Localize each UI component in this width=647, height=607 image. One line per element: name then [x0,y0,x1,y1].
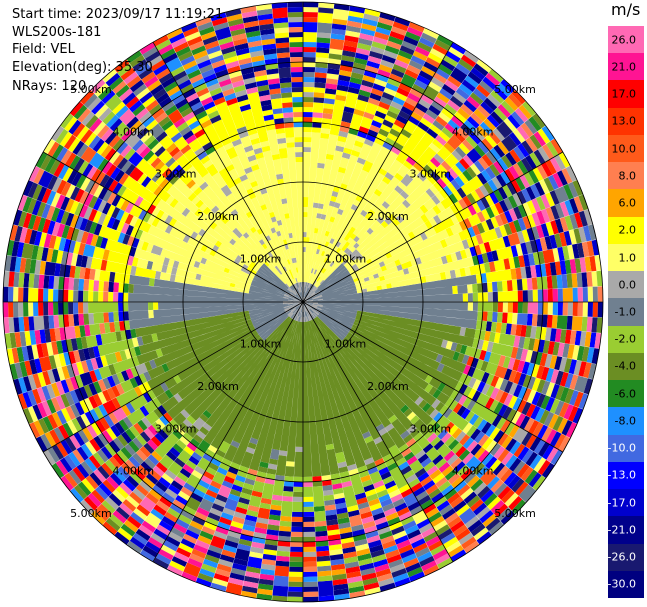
colorbar-tick-label: 26.0 [611,33,637,47]
azimuth-line [302,41,454,303]
gate-group [14,7,598,597]
colorbar-tick-label: 8.0 [618,169,637,183]
ppi-plot: 1.00km 1.00km 1.00km 1.00km 2.00km 2.00km 2.00… [2,1,604,603]
colorbar-segment [608,352,644,381]
ring-label: 1.00km [325,253,367,266]
colorbar-unit: m/s [611,0,641,19]
colorbar-segment [608,570,644,599]
colorbar-tick-label: 6.0 [618,196,637,210]
ring-label: 4.00km [452,125,494,138]
gate-group [4,8,599,588]
scan-info: Start time: 2023/09/17 11:19:21 WLS200s-… [12,6,223,96]
nrays-text: NRays: 120 [12,79,87,94]
colorbar-segment [608,134,644,163]
elevation-text: Elevation(deg): 35.30 [12,59,153,75]
ring-label: 4.00km [113,465,155,478]
colorbar-tick-label: 13.0 [611,114,637,128]
ring-label: 3.00km [155,422,197,435]
ring-label: 2.00km [197,210,239,223]
colorbar-tick-label: 17.0 [611,87,637,101]
colorbar-tick-label: -21.0 [607,523,636,537]
ring-label: 4.00km [452,465,494,478]
azimuth-line [302,301,454,562]
colorbar-tick-label: -26.0 [607,550,636,564]
ring-label: 3.00km [155,168,197,181]
colorbar: 26.0 21.0 17.0 13.0 10.0 8.0 6.0 2.0 1.0 0.0 -1.0 -… [607,26,644,599]
colorbar-segment [608,80,644,109]
azimuth-line [42,301,304,453]
gate-group [3,23,578,583]
ring-label: 1.00km [325,337,367,350]
colorbar-tick-label: 10.0 [611,142,637,156]
azimuth-line [302,301,563,453]
ring-label: 5.00km [494,83,536,96]
ring-label: 2.00km [367,210,409,223]
colorbar-tick-label: 21.0 [611,60,637,74]
gate-group [6,8,571,578]
ring-label: 2.00km [197,380,239,393]
colorbar-segment [608,516,644,545]
ring-label: 1.00km [240,253,282,266]
colorbar-segment [608,271,644,299]
colorbar-segment [608,26,644,54]
colorbar-tick-label: 1.0 [618,251,637,265]
colorbar-segment [608,298,644,327]
start-time-text: Start time: 2023/09/17 11:19:21 [12,7,224,22]
ring-label: 5.00km [494,507,536,520]
colorbar-tick-label: -17.0 [607,496,636,510]
colorbar-segment [608,489,644,517]
colorbar-segment [608,325,644,354]
colorbar-segment [608,380,644,408]
range-grid: 1.00km 1.00km 1.00km 1.00km 2.00km 2.00km 2.00… [2,1,604,603]
instrument-text: WLS200s-181 [12,24,102,40]
colorbar-tick-label: -4.0 [614,359,636,373]
ring-label: 2.00km [367,380,409,393]
colorbar-segment [608,107,644,136]
colorbar-tick-label: 0.0 [618,278,637,292]
colorbar-tick-label: -1.0 [614,305,636,319]
azimuth-line [152,41,304,303]
ring-label: 5.00km [70,83,112,96]
colorbar-tick-label: -13.0 [607,468,636,482]
colorbar-tick-label: -2.0 [614,332,636,346]
colorbar-segment [608,434,644,463]
colorbar-segment [608,216,644,245]
ring-label: 5.00km [70,507,112,520]
colorbar-segment [608,189,644,218]
velocity-gates [3,2,603,602]
ring-label: 3.00km [410,168,452,181]
azimuth-line [302,151,563,303]
colorbar-segment [608,162,644,190]
colorbar-segment [608,243,644,272]
colorbar-tick-label: -30.0 [607,577,636,591]
ring-label: 1.00km [240,337,282,350]
colorbar-segment [608,53,644,81]
colorbar-segment [608,407,644,436]
colorbar-tick-label: -8.0 [614,414,636,428]
colorbar-tick-label: -10.0 [607,441,636,455]
azimuth-line [152,301,304,562]
colorbar-tick-label: -6.0 [614,387,636,401]
gate-group [3,13,593,587]
azimuth-line [42,151,304,303]
field-text: Field: VEL [12,42,75,57]
colorbar-segment [608,461,644,490]
colorbar-segment [608,543,644,572]
ring-label: 3.00km [410,422,452,435]
ring-label: 4.00km [113,125,155,138]
colorbar-tick-label: 2.0 [618,223,637,237]
